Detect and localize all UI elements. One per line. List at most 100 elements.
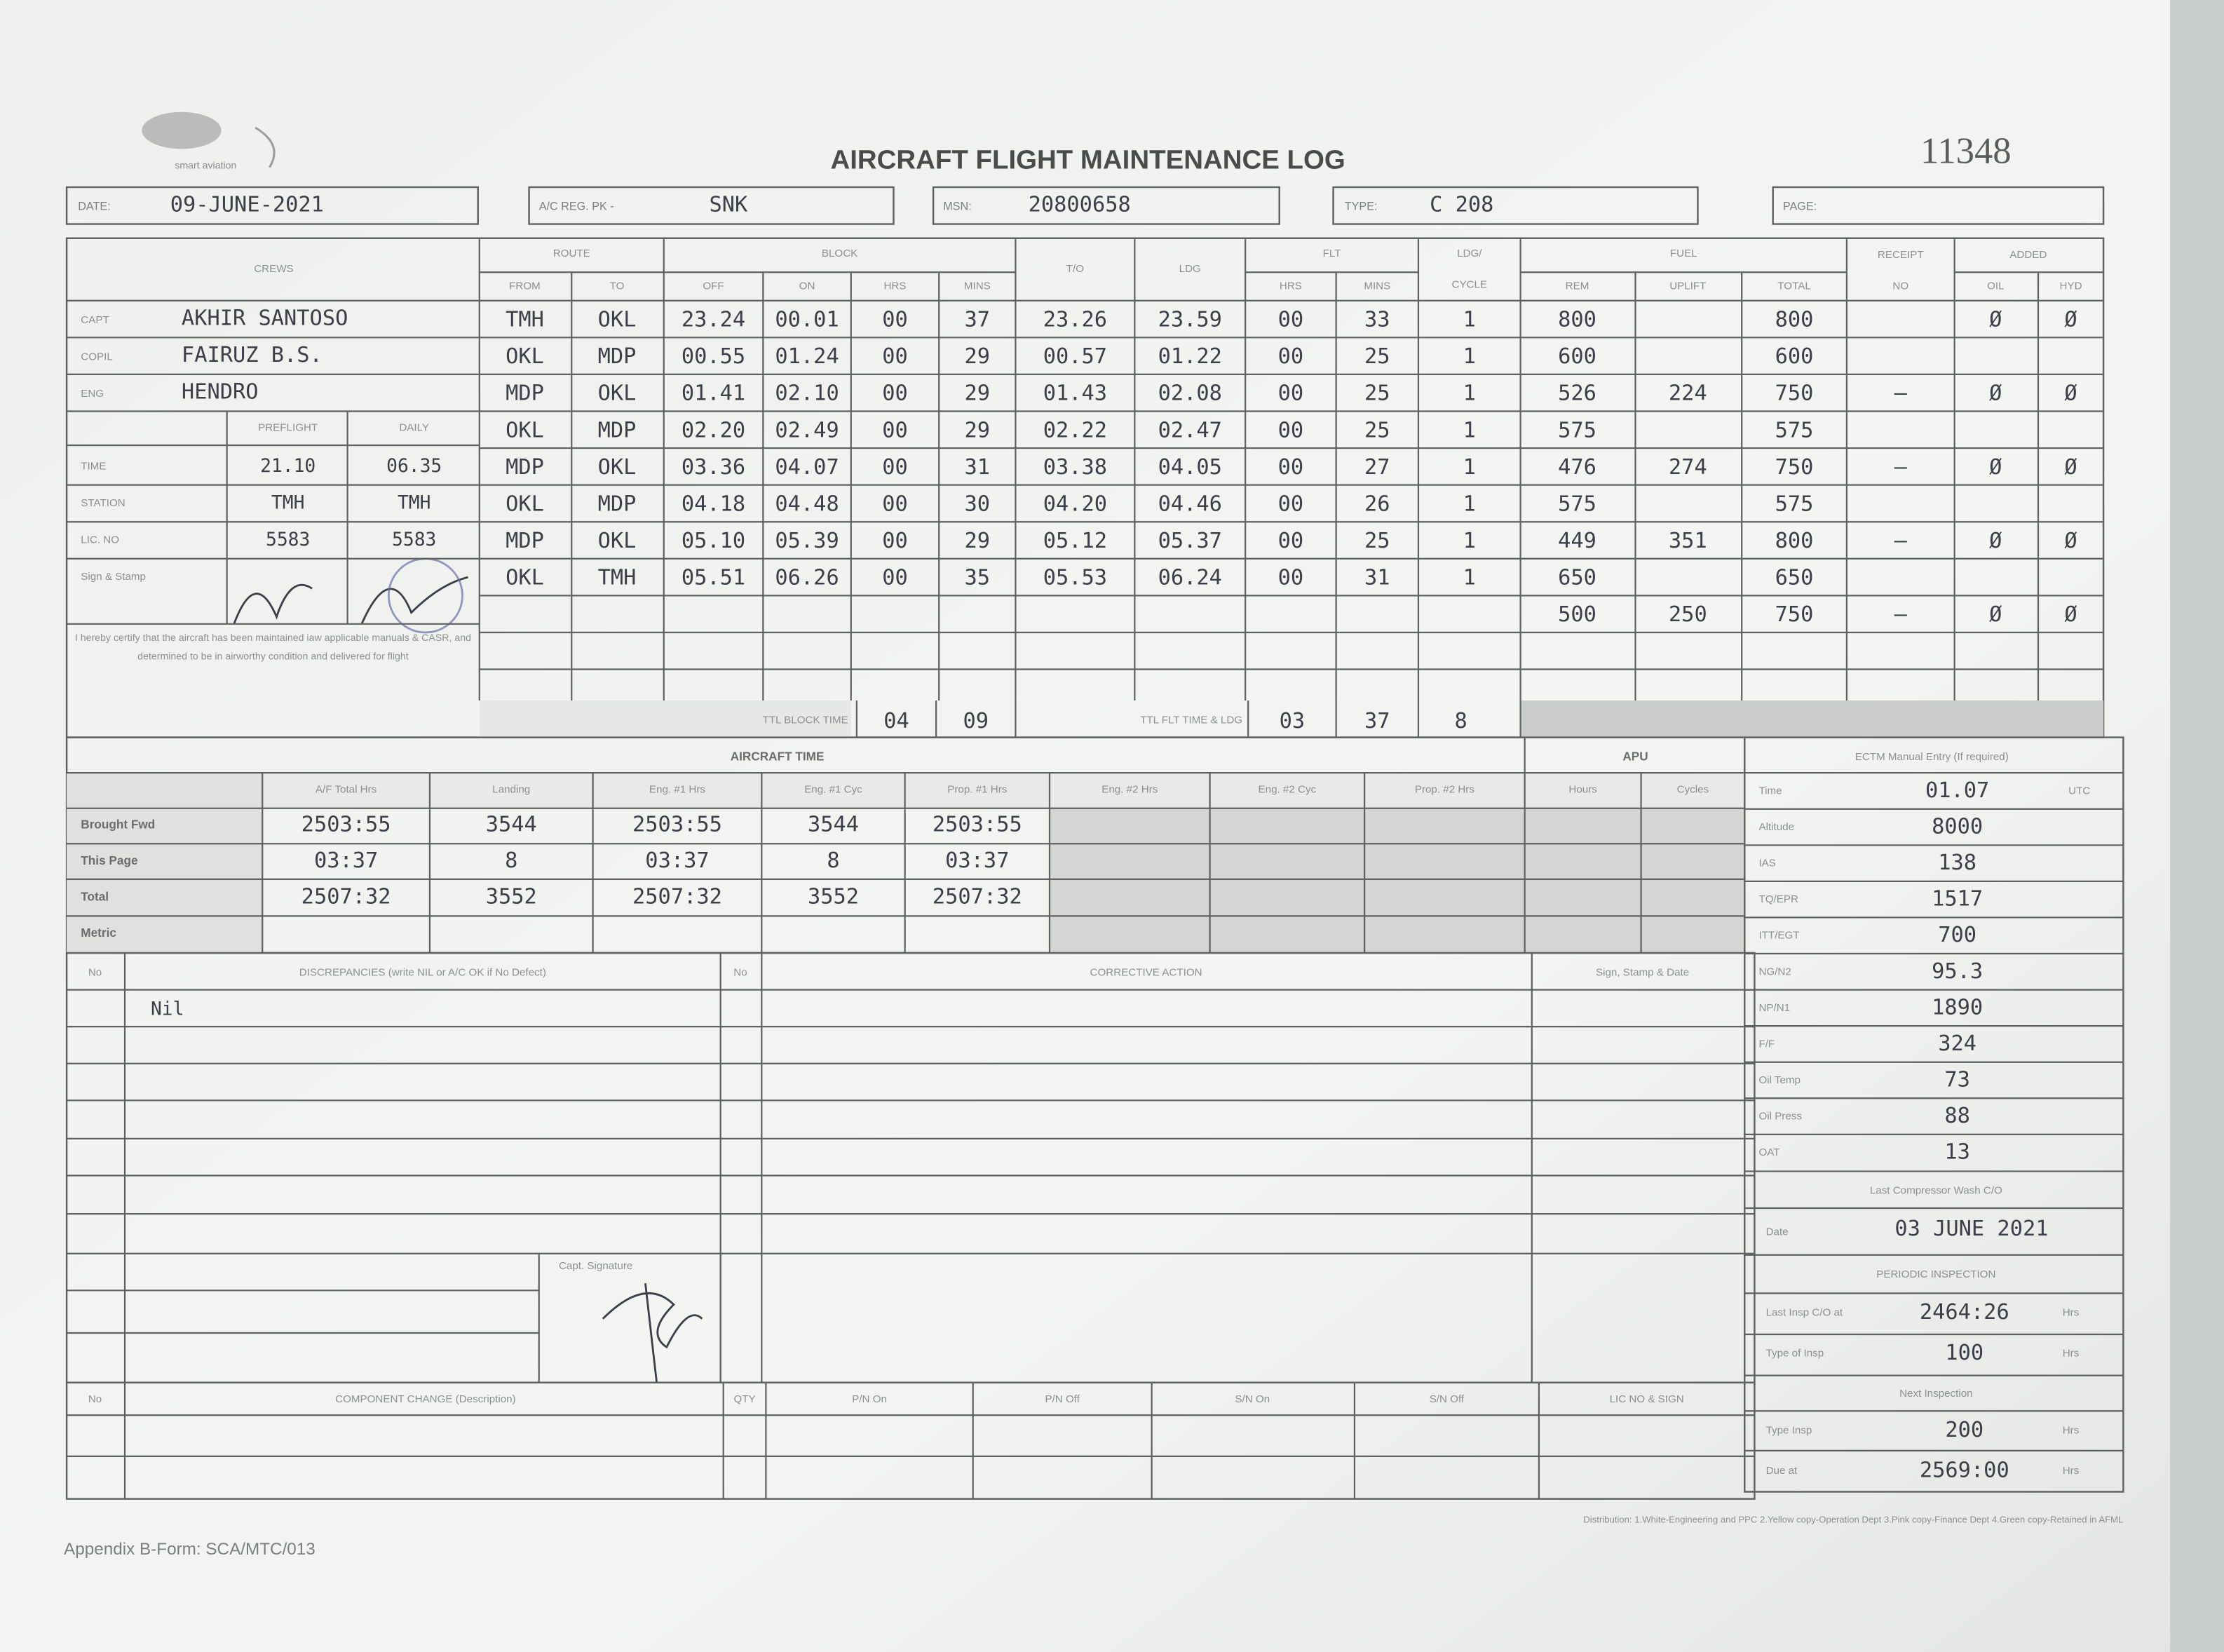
log-cell: OKL [506, 344, 544, 369]
log-cell: 800 [1775, 529, 1814, 553]
release-value: 5583 [392, 529, 436, 550]
desk-edge [2170, 0, 2224, 1652]
log-cell: 23.24 [682, 308, 745, 332]
ectm-value: 1517 [1932, 887, 1983, 912]
log-cell: OKL [506, 418, 544, 442]
log-cell: 750 [1775, 455, 1814, 480]
column-header: TO [610, 280, 625, 292]
field-value: C 208 [1430, 193, 1493, 217]
frame [65, 186, 479, 225]
log-cell: 01.24 [775, 344, 839, 369]
log-cell: 00.57 [1043, 344, 1107, 369]
log-cell: 29 [965, 529, 991, 553]
crew-name: AKHIR SANTOSO [182, 306, 348, 331]
log-cell: 25 [1364, 344, 1390, 369]
log-cell: 05.12 [1043, 529, 1107, 553]
inspection-label: Type Insp [1766, 1425, 1812, 1437]
ectm-value: 1890 [1932, 995, 1983, 1020]
log-cell: MDP [598, 344, 637, 369]
column-header: TOTAL [1777, 280, 1810, 292]
log-cell: 00 [882, 566, 908, 590]
log-cell: – [1894, 529, 1908, 553]
log-cell: 1 [1463, 566, 1476, 590]
log-cell: 00 [1278, 344, 1304, 369]
log-cell: Ø [2064, 308, 2077, 332]
field-label: A/C REG. PK - [539, 201, 614, 213]
time-value: 3552 [486, 885, 537, 909]
column-header: HYD [2060, 280, 2082, 292]
log-cell: 1 [1463, 492, 1476, 516]
log-cell: 800 [1558, 308, 1596, 332]
log-cell: 02.22 [1043, 418, 1107, 442]
log-cell: 00 [1278, 381, 1304, 406]
field-label: MSN: [943, 201, 971, 213]
log-cell: 449 [1558, 529, 1596, 553]
ectm-value: 01.07 [1925, 778, 1989, 803]
log-cell: 00 [1278, 455, 1304, 480]
column-header: Eng. #1 Cyc [804, 783, 862, 795]
log-cell: 500 [1558, 602, 1596, 627]
time-value: 2507:32 [632, 885, 722, 909]
log-cell: 02.47 [1158, 418, 1222, 442]
log-cell: 00 [1278, 529, 1304, 553]
field-label: PAGE: [1783, 201, 1817, 213]
log-cell: 00 [882, 308, 908, 332]
ectm-label: NG/N2 [1758, 966, 1791, 977]
log-cell: OKL [506, 492, 544, 516]
log-cell: 800 [1775, 308, 1814, 332]
inspection-unit: Hrs [2063, 1307, 2080, 1319]
frame [932, 186, 1280, 225]
log-cell: 02.49 [775, 418, 839, 442]
distribution-note: Distribution: 1.White-Engineering and PP… [1583, 1514, 2123, 1524]
log-cell: MDP [598, 418, 637, 442]
log-cell: 575 [1558, 492, 1596, 516]
column-header: Prop. #2 Hrs [1415, 783, 1475, 795]
release-label: STATION [81, 497, 125, 509]
release-label: LIC. NO [81, 534, 119, 546]
form-number: Appendix B-Form: SCA/MTC/013 [64, 1540, 316, 1559]
log-cell: MDP [506, 529, 544, 553]
log-cell: Ø [1989, 381, 2002, 406]
certification-text: I hereby certify that the aircraft has b… [74, 633, 472, 663]
column-header: DISCREPANCIES (write NIL or A/C OK if No… [299, 966, 546, 978]
ectm-label: IAS [1758, 858, 1775, 869]
log-cell: 02.10 [775, 381, 839, 406]
field-label: DATE: [78, 201, 110, 213]
release-value: TMH [271, 492, 304, 513]
log-cell: 29 [965, 418, 991, 442]
release-label: Sign & Stamp [81, 571, 146, 583]
log-cell: – [1894, 381, 1908, 406]
row-label: This Page [81, 853, 137, 867]
column-header: No [88, 966, 102, 978]
inspection-label: Last Insp C/O at [1766, 1307, 1843, 1319]
logo-mark [142, 111, 222, 149]
log-cell: 750 [1775, 381, 1814, 406]
section-title: AIRCRAFT TIME [731, 749, 825, 763]
ectm-value: 138 [1938, 851, 1976, 875]
log-cell: Ø [1989, 529, 2002, 553]
release-value: TMH [398, 492, 430, 513]
column-header: NO [1892, 280, 1908, 292]
row-label: Total [81, 890, 109, 904]
log-cell: 575 [1775, 492, 1814, 516]
log-cell: 04.20 [1043, 492, 1107, 516]
log-cell: 351 [1669, 529, 1707, 553]
ectm-value: 8000 [1932, 815, 1983, 839]
section-title: Next Inspection [1899, 1388, 1972, 1400]
log-cell: 05.51 [682, 566, 745, 590]
log-cell: 23.26 [1043, 308, 1107, 332]
log-cell: 29 [965, 381, 991, 406]
ectm-value: 13 [1944, 1140, 1970, 1165]
log-cell: 1 [1463, 344, 1476, 369]
log-cell: 650 [1558, 566, 1596, 590]
column-header: COMPONENT CHANGE (Description) [335, 1393, 515, 1405]
shade [479, 700, 851, 738]
log-cell: 03.38 [1043, 455, 1107, 480]
release-value: 06.35 [386, 456, 442, 477]
log-cell: 00 [882, 455, 908, 480]
time-value: 03:37 [314, 848, 378, 873]
log-cell: MDP [506, 455, 544, 480]
log-cell: 29 [965, 344, 991, 369]
section-title: ECTM Manual Entry (If required) [1855, 751, 2009, 763]
